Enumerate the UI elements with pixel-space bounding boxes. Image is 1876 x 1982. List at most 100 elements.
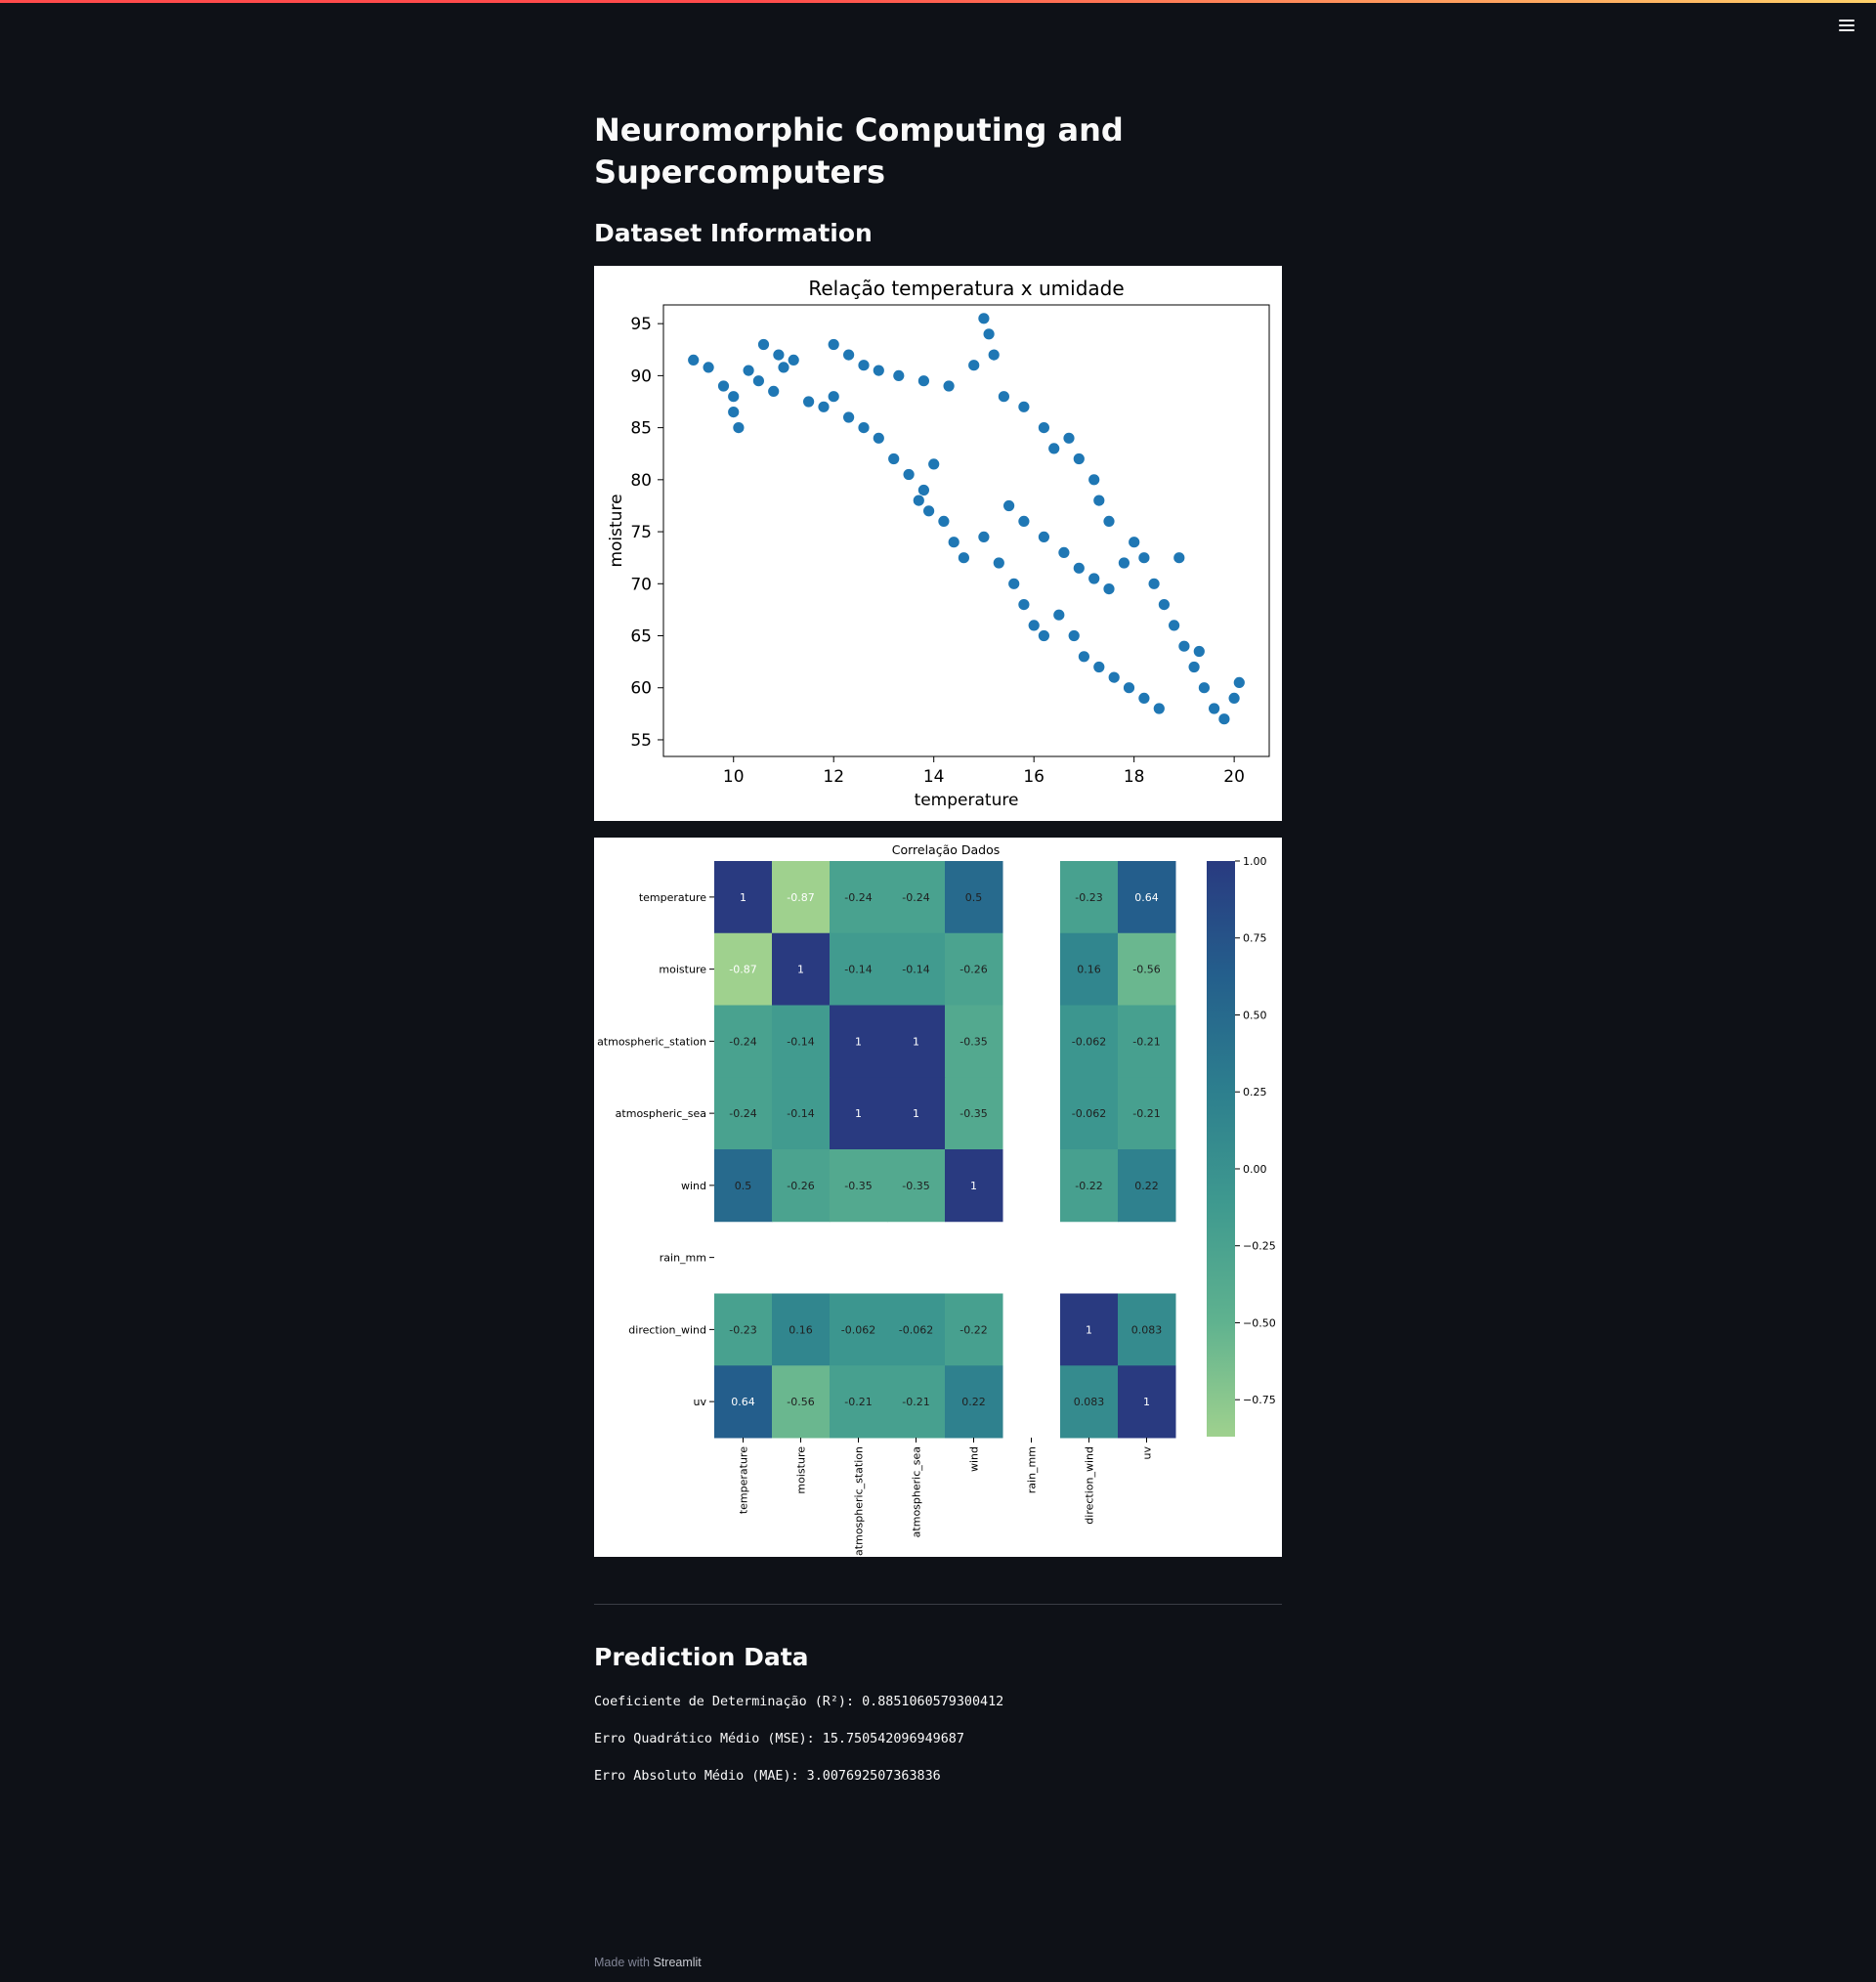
heatmap-y-label: rain_mm <box>660 1252 706 1265</box>
heatmap-cell-value: -0.23 <box>1075 891 1102 904</box>
x-tick-label: 18 <box>1124 767 1145 787</box>
scatter-point <box>1137 551 1151 565</box>
heatmap-y-label: atmospheric_sea <box>616 1107 706 1120</box>
colorbar-tick-label: −0.25 <box>1243 1240 1276 1253</box>
heatmap-y-label: temperature <box>639 891 706 904</box>
heatmap-y-label: wind <box>681 1180 706 1192</box>
heatmap-cell <box>772 1293 831 1366</box>
heatmap-y-label: direction_wind <box>628 1323 706 1336</box>
heatmap-x-label: wind <box>968 1446 981 1472</box>
scatter-point <box>1123 681 1135 695</box>
scatter-ylabel: moisture <box>607 494 626 567</box>
heatmap-cell-value: -0.23 <box>729 1323 756 1336</box>
heatmap-cell <box>830 1293 888 1366</box>
heatmap-cell-value: -0.21 <box>844 1396 872 1408</box>
y-tick-label: 70 <box>630 575 652 594</box>
scatter-point <box>1017 514 1031 528</box>
heatmap-cell-value: 1 <box>797 964 804 976</box>
scatter-point <box>857 359 871 372</box>
y-tick-label: 75 <box>630 523 652 542</box>
heatmap-cell <box>1060 1077 1119 1150</box>
heatmap-cell-value: -0.062 <box>1072 1035 1106 1048</box>
scatter-point <box>1047 442 1061 455</box>
scatter-point <box>1027 619 1041 632</box>
heatmap-cell-value: -0.14 <box>787 1107 814 1120</box>
heatmap-cell-value: -0.062 <box>899 1323 933 1336</box>
footer-streamlit-link[interactable]: Streamlit <box>653 1956 702 1969</box>
heatmap-x-label: direction_wind <box>1084 1446 1096 1525</box>
metric-mse: Erro Quadrático Médio (MSE): 15.75054209… <box>594 1732 964 1746</box>
main-menu-button[interactable] <box>1835 14 1858 37</box>
scatter-point <box>732 421 746 435</box>
scatter-point <box>1072 452 1086 465</box>
heatmap-cell <box>887 1077 946 1150</box>
scatter-point <box>1092 661 1106 673</box>
heatmap-cell-value: 0.083 <box>1131 1323 1163 1336</box>
heatmap-cell <box>887 1293 946 1366</box>
heatmap-cell <box>887 932 946 1006</box>
metric-mae: Erro Absoluto Médio (MAE): 3.00769250736… <box>594 1769 941 1784</box>
scatter-point <box>1052 608 1066 622</box>
scatter-point <box>1102 514 1116 528</box>
scatter-point <box>857 421 871 435</box>
scatter-point <box>1158 598 1171 612</box>
heatmap-cell-value: -0.24 <box>729 1107 756 1120</box>
prediction-heading: Prediction Data <box>594 1643 809 1671</box>
scatter-point <box>1208 702 1220 715</box>
scatter-point <box>1067 629 1081 642</box>
scatter-point <box>702 361 715 374</box>
colorbar-tick-label: −0.75 <box>1243 1394 1276 1406</box>
heatmap-cell-value: -0.35 <box>959 1035 987 1048</box>
heatmap-x-label: atmospheric_sea <box>911 1446 923 1537</box>
heatmap-cell-value: -0.21 <box>1132 1035 1160 1048</box>
scatter-point <box>751 374 765 388</box>
scatter-point <box>1007 577 1021 590</box>
heatmap-cell-value: 0.64 <box>1134 891 1159 904</box>
scatter-point <box>687 354 701 366</box>
section-divider <box>594 1604 1282 1605</box>
heatmap-cell-value: 1 <box>913 1035 919 1048</box>
heatmap-cell-value: 1 <box>855 1035 862 1048</box>
scatter-point <box>1177 639 1191 653</box>
scatter-point <box>1002 499 1016 512</box>
scatter-point <box>1107 670 1121 684</box>
colorbar-tick-label: −0.50 <box>1243 1316 1276 1329</box>
heatmap-cell-value: -0.22 <box>1075 1180 1102 1192</box>
heatmap-cell-value: -0.22 <box>959 1323 987 1336</box>
scatter-point <box>1198 681 1211 695</box>
scatter-point <box>717 379 730 393</box>
heatmap-x-label: atmospheric_station <box>853 1446 866 1556</box>
heatmap-x-label: uv <box>1141 1446 1154 1460</box>
heatmap-cell <box>714 1005 773 1078</box>
heatmap-cell-value: -0.87 <box>787 891 814 904</box>
scatter-point <box>767 384 781 398</box>
heatmap-cell <box>945 1077 1003 1150</box>
heatmap-y-label: atmospheric_station <box>597 1035 706 1048</box>
scatter-point <box>777 361 790 374</box>
scatter-point <box>1128 536 1141 549</box>
heatmap-cell-value: 0.16 <box>1077 964 1101 976</box>
scatter-point <box>1137 691 1151 705</box>
scatter-point <box>1168 619 1180 632</box>
scatter-point <box>1217 712 1231 726</box>
scatter-point <box>1017 598 1031 612</box>
heatmap-y-label: uv <box>694 1396 707 1408</box>
heatmap-cell <box>772 1149 831 1223</box>
footer: Made with Streamlit <box>594 1956 702 1969</box>
heatmap-cell <box>1118 1149 1176 1223</box>
heatmap-cell <box>714 1293 773 1366</box>
scatter-point <box>1087 572 1101 585</box>
scatter-point <box>787 354 800 366</box>
scatter-point <box>912 494 925 507</box>
heatmap-cell <box>1118 932 1176 1006</box>
scatter-point <box>1062 431 1076 445</box>
y-tick-label: 95 <box>630 315 652 334</box>
scatter-point <box>1057 545 1071 559</box>
x-tick-label: 20 <box>1223 767 1245 787</box>
scatter-point <box>727 406 741 419</box>
scatter-point <box>742 364 755 377</box>
scatter-point <box>977 312 991 325</box>
scatter-point <box>917 484 930 496</box>
heatmap-cell-value: -0.26 <box>787 1180 814 1192</box>
colorbar-tick-label: 0.25 <box>1243 1086 1267 1099</box>
